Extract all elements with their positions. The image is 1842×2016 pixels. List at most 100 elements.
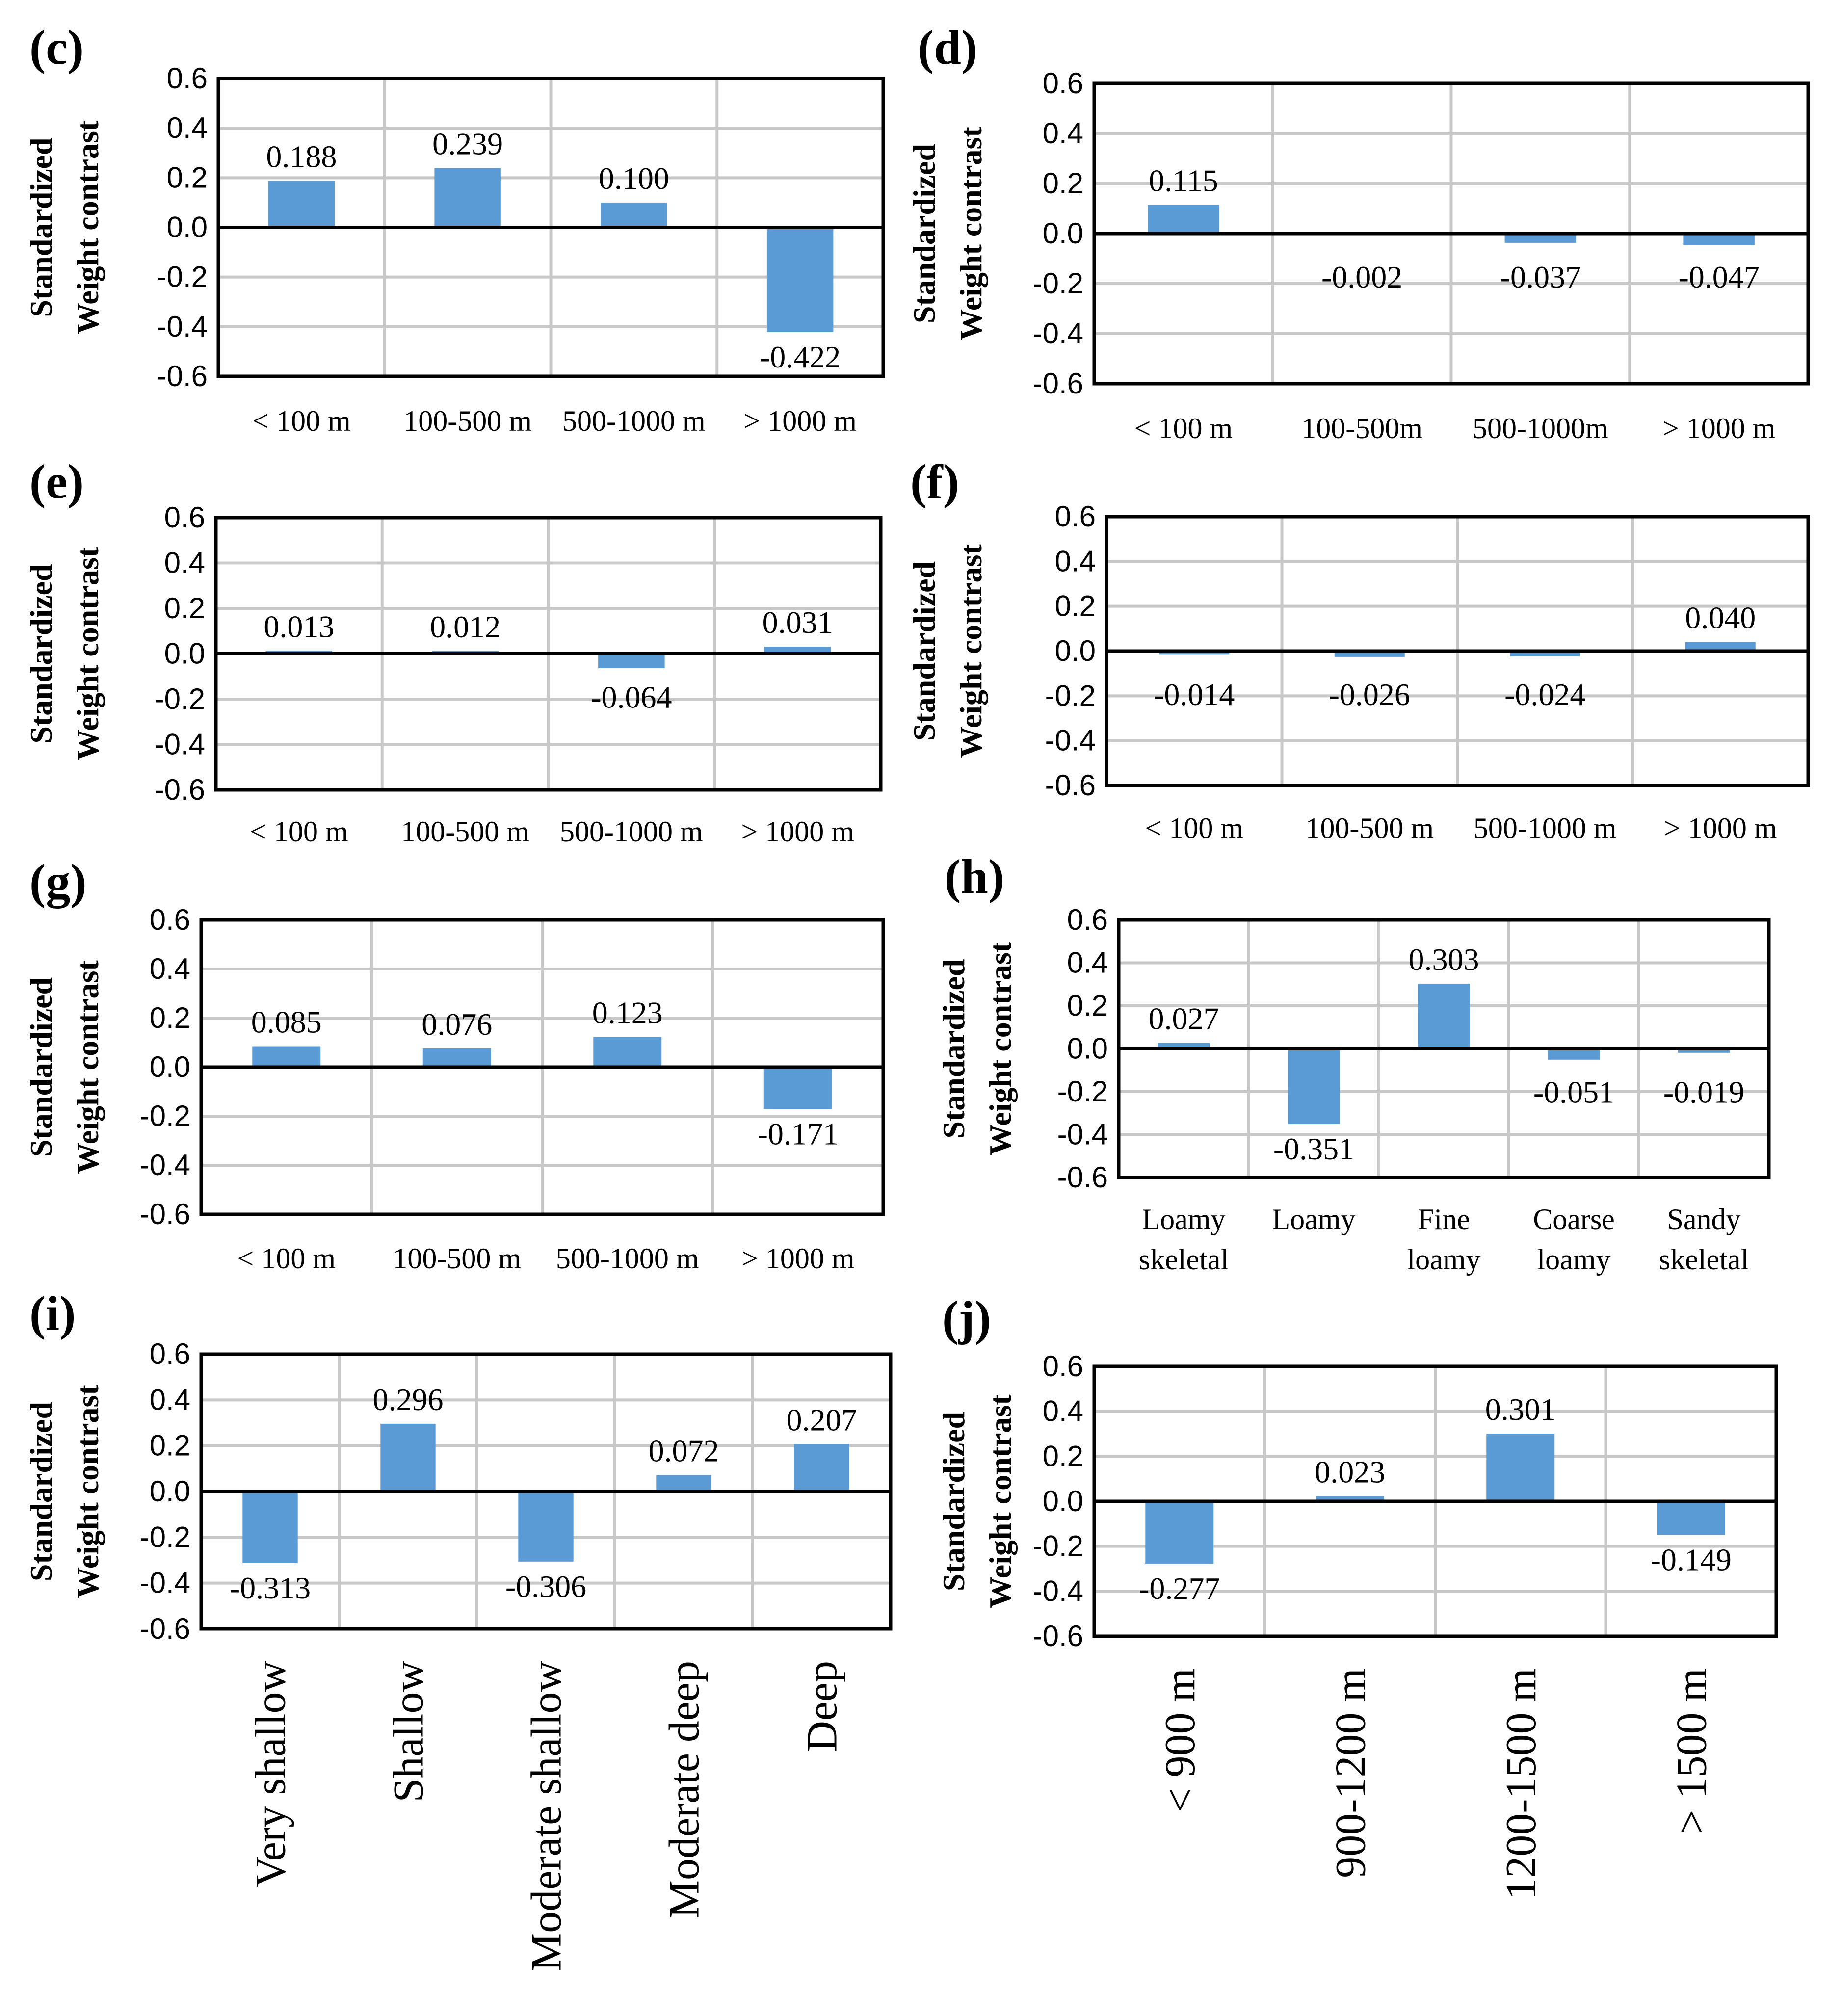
data-label: 0.188 (266, 139, 337, 174)
x-tick-label: loamy (1407, 1243, 1481, 1276)
plot-frame (1105, 515, 1810, 787)
bar (1510, 651, 1580, 656)
data-label: -0.026 (1329, 677, 1410, 712)
plot-frame (214, 516, 883, 792)
y-tick-label: -0.4 (1033, 317, 1083, 350)
bar (764, 647, 831, 654)
y-tick-label: -0.2 (1045, 679, 1096, 712)
x-tick-label: loamy (1537, 1243, 1611, 1276)
y-tick-label: 0.0 (1043, 217, 1083, 250)
data-label: 0.012 (430, 609, 500, 644)
x-tick-label: > 1000 m (741, 1242, 855, 1275)
y-axis-label: Standardized (24, 137, 58, 317)
x-tick-label: < 100 m (1145, 812, 1243, 844)
bar (242, 1492, 298, 1564)
y-tick-label: 0.6 (1055, 500, 1096, 533)
chart-panel-j: -0.277 0.023 0.301 -0.149 0.6 0.4 0.2 0.0 -0.2 -0… (936, 1291, 1778, 1900)
bar (1504, 234, 1577, 243)
y-tick-label: -0.6 (1045, 769, 1096, 802)
data-label: 0.100 (599, 161, 669, 196)
x-tick-label: Moderate shallow (523, 1661, 571, 1971)
data-label: -0.047 (1678, 260, 1759, 294)
plot-frame (1092, 1364, 1778, 1638)
bar (1683, 234, 1755, 245)
x-tick-label: 500-1000m (1473, 412, 1608, 445)
y-axis-label: Standardized (907, 561, 942, 741)
data-label: 0.115 (1149, 163, 1218, 198)
data-label: -0.002 (1321, 260, 1402, 294)
y-axis-label: Weight contrast (953, 544, 988, 758)
data-label: 0.123 (592, 995, 663, 1030)
y-tick-label: -0.6 (1033, 367, 1083, 400)
y-tick-label: -0.4 (140, 1149, 190, 1181)
bar (1334, 651, 1405, 657)
bar (1158, 1043, 1210, 1049)
data-label: 0.239 (432, 127, 503, 161)
y-axis-label: Weight contrast (70, 547, 105, 760)
y-tick-label: -0.6 (1057, 1161, 1108, 1194)
x-tick-label: 500-1000 m (562, 405, 706, 437)
y-tick-label: 0.4 (150, 952, 190, 985)
data-label: -0.306 (505, 1569, 586, 1604)
bar (593, 1037, 662, 1067)
y-axis-label: Standardized (24, 977, 58, 1157)
y-tick-label: -0.4 (1033, 1574, 1083, 1607)
data-label: 0.072 (649, 1433, 719, 1468)
y-tick-label: -0.2 (1033, 1530, 1083, 1563)
y-tick-label: 0.6 (1067, 903, 1108, 936)
data-label: 0.207 (787, 1402, 857, 1437)
bar (1418, 983, 1470, 1049)
y-tick-label: 0.6 (150, 1337, 190, 1370)
panel-label: (g) (29, 854, 87, 909)
data-label: -0.064 (591, 680, 672, 715)
bar (763, 1067, 832, 1109)
bar (1657, 1501, 1725, 1535)
bar (1548, 1048, 1600, 1060)
y-tick-label: 0.6 (1043, 67, 1083, 100)
chart-panel-d: 0.115 -0.002 -0.037 -0.047 0.6 0.4 0.2 0.0 -0.2 -… (907, 20, 1810, 445)
y-tick-label: 0.2 (1055, 590, 1096, 623)
y-tick-label: -0.2 (1033, 267, 1083, 300)
y-axis-label: Standardized (936, 1412, 971, 1591)
y-tick-label: -0.6 (1033, 1620, 1083, 1652)
y-tick-label: -0.4 (1045, 724, 1096, 757)
y-tick-label: 0.6 (164, 501, 205, 534)
y-tick-label: -0.2 (155, 682, 205, 715)
x-tick-label: 500-1000 m (560, 815, 703, 848)
panel-label: (j) (942, 1291, 991, 1345)
x-tick-label: 500-1000 m (556, 1242, 699, 1275)
y-tick-label: 0.0 (1067, 1032, 1108, 1065)
y-axis-label: Weight contrast (70, 1385, 105, 1598)
panel-label: (e) (29, 454, 84, 509)
data-label: -0.019 (1663, 1075, 1744, 1110)
y-axis-label: Weight contrast (983, 942, 1018, 1155)
plot-frame (199, 1352, 893, 1631)
y-tick-label: -0.2 (157, 261, 208, 293)
bar (268, 181, 335, 228)
x-tick-label: < 100 m (250, 815, 348, 848)
chart-panel-e: 0.013 0.012 -0.064 0.031 0.6 0.4 0.2 0.0 -0.2 -0.… (24, 454, 883, 848)
x-tick-label: 100-500m (1301, 412, 1422, 445)
y-tick-label: 0.6 (1043, 1350, 1083, 1383)
y-tick-label: 0.0 (164, 637, 205, 670)
bar (380, 1423, 436, 1492)
y-tick-label: -0.2 (140, 1520, 190, 1553)
data-label: -0.051 (1533, 1075, 1614, 1110)
chart-panel-h: 0.027 -0.351 0.303 -0.051 -0.019 0.6 0.4 0.2 0.0… (936, 849, 1771, 1276)
x-tick-label: < 900 m (1157, 1668, 1204, 1812)
data-label: -0.014 (1154, 677, 1235, 712)
y-tick-label: -0.2 (140, 1100, 190, 1132)
x-tick-label: > 1500 m (1668, 1668, 1715, 1834)
data-label: -0.024 (1504, 677, 1585, 712)
x-tick-label: Deep (799, 1661, 846, 1752)
x-tick-label: Very shallow (247, 1661, 295, 1887)
plot-frame (1117, 918, 1771, 1179)
bar (1486, 1434, 1555, 1501)
y-tick-label: 0.6 (167, 62, 208, 95)
y-tick-label: -0.6 (157, 360, 208, 393)
y-tick-label: -0.2 (1057, 1075, 1108, 1108)
panel-label: (h) (945, 849, 1004, 904)
y-tick-label: -0.6 (140, 1612, 190, 1645)
y-tick-label: 0.4 (1055, 545, 1096, 577)
